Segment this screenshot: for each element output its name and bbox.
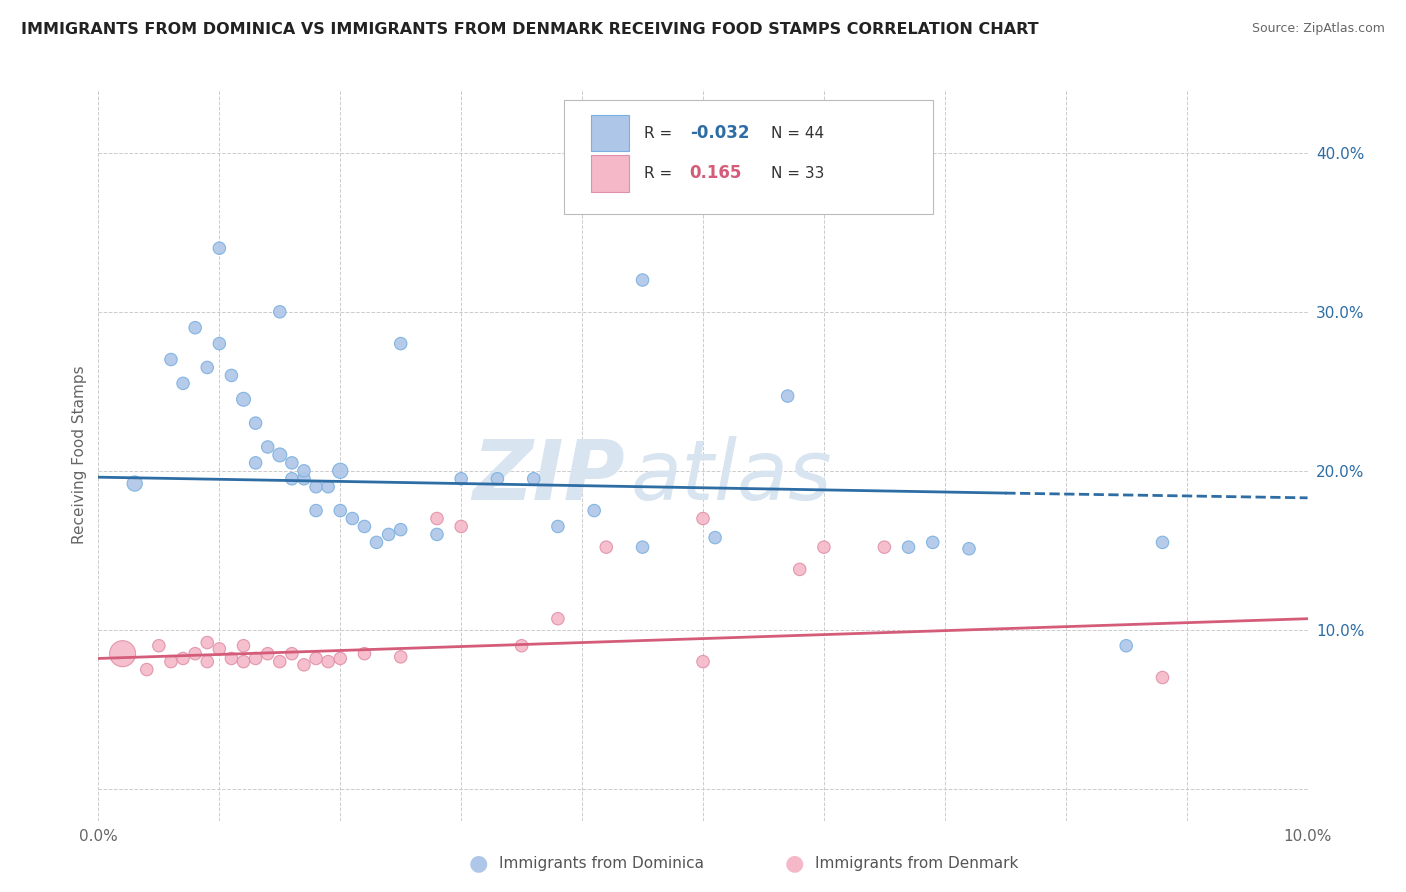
Point: [813, 540, 835, 554]
Point: [281, 456, 304, 470]
Point: [245, 651, 267, 665]
Point: [124, 476, 146, 491]
Point: [450, 519, 472, 533]
Point: [1115, 639, 1137, 653]
Point: [232, 392, 254, 407]
Point: [692, 655, 714, 669]
Point: [595, 540, 617, 554]
Point: [232, 655, 254, 669]
Point: [921, 535, 943, 549]
Point: [292, 472, 315, 486]
Point: [292, 464, 315, 478]
Point: [897, 540, 920, 554]
Point: [184, 320, 207, 334]
FancyBboxPatch shape: [591, 155, 630, 192]
Point: [1152, 535, 1174, 549]
Text: N = 44: N = 44: [770, 126, 824, 141]
Point: [184, 647, 207, 661]
Point: [269, 448, 291, 462]
Point: [426, 527, 449, 541]
Point: [450, 472, 472, 486]
Point: [172, 651, 194, 665]
Point: [316, 480, 339, 494]
Point: [160, 352, 183, 367]
Text: 0.165: 0.165: [690, 164, 742, 182]
Point: [523, 472, 546, 486]
Text: N = 33: N = 33: [770, 166, 824, 181]
Point: [353, 647, 375, 661]
Point: [292, 657, 315, 672]
Point: [221, 368, 243, 383]
Point: [281, 647, 304, 661]
Point: [111, 647, 134, 661]
Point: [329, 651, 352, 665]
Point: [547, 519, 569, 533]
Text: Immigrants from Denmark: Immigrants from Denmark: [815, 856, 1019, 871]
Text: atlas: atlas: [630, 436, 832, 517]
FancyBboxPatch shape: [591, 115, 630, 152]
Text: ●: ●: [785, 854, 804, 873]
Point: [245, 416, 267, 430]
Point: [704, 531, 727, 545]
Point: [160, 655, 183, 669]
Text: R =: R =: [644, 126, 676, 141]
Point: [377, 527, 399, 541]
Point: [1152, 671, 1174, 685]
Point: [692, 511, 714, 525]
Point: [389, 523, 412, 537]
Point: [583, 503, 606, 517]
Point: [172, 376, 194, 391]
Point: [305, 480, 328, 494]
Point: [305, 503, 328, 517]
Point: [353, 519, 375, 533]
Text: -0.032: -0.032: [690, 124, 749, 142]
Point: [510, 639, 533, 653]
Point: [389, 649, 412, 664]
Point: [631, 273, 654, 287]
Point: [776, 389, 799, 403]
Point: [221, 651, 243, 665]
Point: [316, 655, 339, 669]
Point: [873, 540, 896, 554]
Text: R =: R =: [644, 166, 682, 181]
Point: [389, 336, 412, 351]
FancyBboxPatch shape: [564, 100, 932, 213]
Text: ZIP: ZIP: [472, 436, 624, 517]
Point: [245, 456, 267, 470]
Point: [195, 360, 218, 375]
Point: [195, 635, 218, 649]
Point: [256, 647, 278, 661]
Point: [208, 336, 231, 351]
Point: [232, 639, 254, 653]
Point: [547, 612, 569, 626]
Point: [631, 540, 654, 554]
Point: [269, 655, 291, 669]
Point: [135, 663, 157, 677]
Point: [208, 641, 231, 656]
Text: IMMIGRANTS FROM DOMINICA VS IMMIGRANTS FROM DENMARK RECEIVING FOOD STAMPS CORREL: IMMIGRANTS FROM DOMINICA VS IMMIGRANTS F…: [21, 22, 1039, 37]
Text: Source: ZipAtlas.com: Source: ZipAtlas.com: [1251, 22, 1385, 36]
Point: [329, 464, 352, 478]
Point: [281, 472, 304, 486]
Point: [789, 562, 811, 576]
Text: ●: ●: [468, 854, 488, 873]
Point: [269, 305, 291, 319]
Point: [957, 541, 980, 556]
Point: [305, 651, 328, 665]
Point: [366, 535, 388, 549]
Point: [195, 655, 218, 669]
Point: [426, 511, 449, 525]
Point: [256, 440, 278, 454]
Point: [486, 472, 509, 486]
Point: [342, 511, 364, 525]
Point: [208, 241, 231, 255]
Point: [148, 639, 170, 653]
Point: [329, 503, 352, 517]
Y-axis label: Receiving Food Stamps: Receiving Food Stamps: [72, 366, 87, 544]
Text: Immigrants from Dominica: Immigrants from Dominica: [499, 856, 704, 871]
